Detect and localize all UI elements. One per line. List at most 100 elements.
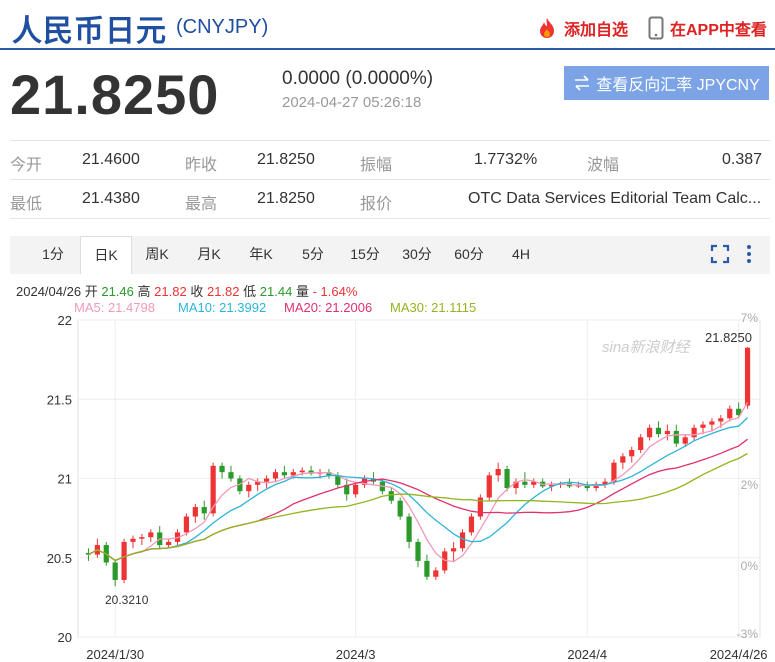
candle-body — [700, 424, 706, 428]
pct-tick-label: 7% — [741, 312, 759, 325]
stat-label: 最高 — [185, 196, 218, 213]
close-label: 收 — [190, 284, 204, 299]
candle-body — [504, 468, 510, 489]
candle-body — [459, 532, 466, 549]
ma-line — [88, 401, 749, 563]
x-tick-label: 2024/3 — [336, 647, 376, 662]
stat-label: 报价 — [360, 196, 393, 213]
tab-yearly-k[interactable]: 年K — [249, 246, 273, 262]
price-change: 0.0000 (0.0000%) — [282, 68, 434, 89]
tab-1min[interactable]: 1分 — [42, 246, 64, 262]
add-watch-button[interactable]: 添加自选 — [536, 16, 628, 40]
high-label: 高 — [137, 284, 151, 299]
tab-monthly-k[interactable]: 月K — [197, 246, 221, 262]
candle-body — [531, 481, 537, 485]
phone-icon — [648, 16, 664, 40]
candle-body — [477, 497, 483, 517]
stat-label: 波幅 — [587, 157, 620, 174]
reverse-rate-label: 查看反向汇率 JPYCNY — [596, 77, 760, 94]
quote-stats: 今开 21.4600 昨收 21.8250 振幅 1.7732% 波幅 0.38… — [10, 140, 770, 219]
volume-label: 量 — [295, 284, 309, 299]
candle-body — [673, 430, 679, 444]
ma-line — [88, 452, 748, 562]
tab-4h[interactable]: 4H — [512, 246, 530, 262]
ohlc-date: 2024/04/26 — [16, 284, 82, 299]
open-value: 21.46 — [101, 284, 134, 299]
candle-body — [201, 507, 207, 514]
stat-value: OTC Data Services Editorial Team Calc... — [468, 190, 762, 207]
stat-label: 今开 — [10, 157, 43, 174]
candle-body — [121, 541, 127, 580]
tab-60min[interactable]: 60分 — [454, 246, 484, 262]
ma20-label: MA20: 21.2006 — [284, 300, 373, 315]
candle-body — [139, 537, 145, 539]
view-in-app-button[interactable]: 在APP中查看 — [648, 16, 767, 40]
candle-body — [451, 548, 457, 552]
stats-row: 最低 21.4380 最高 21.8250 报价 OTC Data Servic… — [10, 179, 770, 219]
tab-5min[interactable]: 5分 — [302, 246, 324, 262]
stat-value: 0.387 — [722, 151, 763, 168]
reverse-rate-button[interactable]: 查看反向汇率 JPYCNY — [564, 66, 769, 100]
candle-body — [593, 484, 599, 489]
x-tick-label: 2024/1/30 — [86, 647, 144, 662]
view-in-app-label: 在APP中查看 — [670, 22, 767, 39]
low-label: 低 — [243, 284, 257, 299]
fullscreen-icon[interactable] — [710, 244, 730, 264]
x-tick-label: 2024/4 — [567, 647, 607, 662]
chart-grid — [77, 319, 761, 638]
candle-body — [263, 478, 270, 482]
page-title: 人民币日元 — [12, 15, 167, 48]
ma30-label: MA30: 21.1115 — [390, 300, 477, 315]
candle-body — [682, 437, 688, 444]
candle-body — [85, 552, 92, 555]
candle-body — [388, 491, 394, 501]
candle-body — [335, 475, 341, 485]
stat-value: 21.8250 — [257, 151, 315, 168]
flame-icon — [540, 18, 554, 38]
stat-value: 1.7732% — [474, 151, 538, 168]
low-price-label: 20.3210 — [105, 593, 149, 607]
ma-line — [88, 417, 748, 562]
candle-body — [255, 481, 261, 485]
pct-tick-label: 0% — [741, 559, 759, 573]
tab-30min[interactable]: 30分 — [402, 246, 432, 262]
candle-body — [272, 472, 279, 479]
candle-body — [415, 541, 421, 561]
stats-row: 今开 21.4600 昨收 21.8250 振幅 1.7732% 波幅 0.38… — [10, 140, 770, 179]
ma5-label: MA5: 21.4798 — [74, 300, 155, 315]
candle-body — [192, 507, 198, 517]
candle-body — [326, 472, 332, 476]
candle-body — [148, 532, 154, 538]
candle-body — [691, 427, 697, 438]
candle-body — [602, 481, 608, 485]
y-tick-label: 22 — [58, 313, 72, 328]
candle-body — [353, 484, 359, 495]
candle-body — [664, 430, 670, 435]
tab-15min[interactable]: 15分 — [350, 246, 380, 262]
chart-toolbar: 1分 日K 周K 月K 年K 5分 15分 30分 60分 4H — [10, 236, 770, 274]
candle-body — [468, 516, 475, 533]
candle-body — [246, 484, 252, 492]
candle-body — [281, 472, 287, 476]
pct-tick-label: 2% — [741, 478, 759, 492]
stat-value: 21.4600 — [82, 151, 140, 168]
candle-body — [629, 449, 635, 457]
more-icon[interactable] — [744, 244, 754, 264]
candle-body — [210, 465, 216, 514]
candle-body — [620, 456, 626, 463]
ma10-label: MA10: 21.3992 — [178, 300, 267, 315]
candle-body — [166, 541, 172, 546]
tab-weekly-k[interactable]: 周K — [145, 246, 169, 262]
stat-value: 21.4380 — [82, 190, 140, 207]
symbol-code: (CNYJPY) — [176, 16, 269, 38]
tab-daily-k[interactable]: 日K — [80, 236, 132, 274]
candle-body — [486, 475, 492, 498]
candle-body — [495, 468, 501, 476]
candle-body — [709, 421, 715, 425]
y-tick-label: 20 — [58, 630, 72, 645]
last-price-label: 21.8250 — [705, 330, 752, 345]
y-tick-label: 21.5 — [47, 392, 72, 407]
volume-value: - 1.64% — [312, 284, 358, 299]
candle-body — [406, 516, 412, 542]
stat-label: 振幅 — [360, 157, 393, 174]
